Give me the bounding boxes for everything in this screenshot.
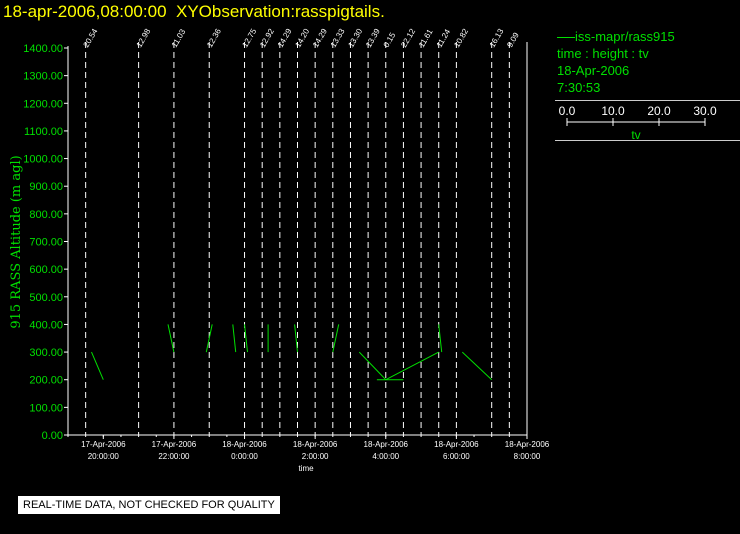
- profile-label: 11.61: [417, 27, 435, 49]
- scale-tick-label: 0.0: [559, 104, 576, 118]
- legend-time: 7:30:53: [557, 80, 601, 95]
- legend-series: iss-mapr/rass915: [557, 28, 740, 45]
- profile-label: 12.36: [205, 27, 223, 49]
- legend-scale: 0.0 10.0 20.0 30.0 tv: [559, 104, 717, 142]
- data-trace: [438, 324, 443, 353]
- legend-divider-top: [555, 100, 740, 101]
- profile-label: 11.03: [170, 27, 188, 49]
- y-tick-label: 400.00: [29, 319, 63, 331]
- data-trace: [461, 351, 493, 381]
- y-tick-label: 1100.00: [24, 126, 63, 138]
- x-tick-date: 18-Apr-2006: [364, 440, 409, 449]
- data-trace: [232, 324, 237, 353]
- profile-label: 9.09: [505, 31, 521, 49]
- data-trace: [358, 351, 387, 381]
- legend-date: 18-Apr-2006: [557, 63, 630, 78]
- title-text: XYObservation:rasspigtails.: [175, 2, 385, 21]
- data-trace: [294, 324, 298, 353]
- y-tick-label: 100.00: [29, 402, 63, 414]
- y-axis-label: 915 RASS Altitude (m agl): [9, 155, 24, 328]
- y-tick-label: 0.00: [42, 430, 63, 442]
- scale-tick-label: 20.0: [647, 104, 671, 118]
- scale-tick-label: 10.0: [601, 104, 625, 118]
- legend-divider-bottom: [555, 140, 740, 141]
- profile-label: 14.29: [276, 27, 294, 49]
- y-tick-label: 900.00: [29, 181, 63, 193]
- x-tick-date: 17-Apr-2006: [81, 440, 126, 449]
- x-tick-date: 17-Apr-2006: [152, 440, 197, 449]
- data-trace: [332, 324, 340, 353]
- profile-label: 10.82: [452, 27, 470, 49]
- x-tick-date: 18-Apr-2006: [434, 440, 479, 449]
- quality-note: REAL-TIME DATA, NOT CHECKED FOR QUALITY: [18, 496, 280, 514]
- y-tick-label: 500.00: [29, 292, 63, 304]
- legend-desc: time : height : tv: [557, 46, 649, 61]
- y-tick-label: 700.00: [29, 237, 63, 249]
- legend-series-name: iss-mapr/rass915: [575, 29, 675, 44]
- y-tick-label: 1400.00: [23, 43, 63, 55]
- data-trace: [167, 324, 175, 353]
- x-tick-time: 2:00:00: [302, 452, 329, 461]
- data-trace: [244, 324, 248, 353]
- x-tick-time: 8:00:00: [514, 452, 541, 461]
- profile-label: 20.54: [82, 27, 100, 49]
- profile-label: 16.13: [488, 27, 506, 49]
- y-tick-label: 1200.00: [23, 98, 63, 110]
- x-axis-label: time: [298, 464, 314, 473]
- x-tick-time: 4:00:00: [372, 452, 399, 461]
- profile-label: 11.24: [435, 27, 453, 49]
- profile-label: 12.92: [258, 27, 276, 49]
- chart-title: 18-apr-2006,08:00:00 XYObservation:rassp…: [3, 2, 385, 22]
- x-tick-date: 18-Apr-2006: [293, 440, 338, 449]
- y-tick-label: 1300.00: [23, 71, 63, 83]
- profile-label: 14.20: [293, 27, 311, 49]
- profile-label: 0.15: [382, 31, 398, 49]
- data-trace: [385, 351, 439, 381]
- x-tick-date: 18-Apr-2006: [505, 440, 550, 449]
- x-tick-date: 18-Apr-2006: [222, 440, 267, 449]
- profile-label: 22.12: [399, 27, 417, 49]
- profile-label: 13.30: [346, 27, 364, 49]
- profile-label: 12.98: [135, 27, 153, 49]
- legend: iss-mapr/rass915 time : height : tv 18-A…: [557, 28, 740, 96]
- scale-tick-label: 30.0: [693, 104, 717, 118]
- y-tick-label: 600.00: [29, 264, 63, 276]
- y-tick-label: 300.00: [29, 347, 63, 359]
- x-tick-time: 20:00:00: [88, 452, 120, 461]
- profile-label: 13.33: [329, 27, 347, 49]
- x-tick-time: 6:00:00: [443, 452, 470, 461]
- data-trace: [205, 324, 213, 353]
- profile-label: 12.75: [240, 27, 258, 49]
- scale-label: tv: [631, 128, 640, 142]
- y-tick-label: 200.00: [29, 375, 63, 387]
- title-datetime: 18-apr-2006,08:00:00: [3, 2, 167, 21]
- profile-label: 13.39: [364, 27, 382, 49]
- profile-label: 14.29: [311, 27, 329, 49]
- y-tick-label: 800.00: [29, 209, 63, 221]
- data-trace: [91, 351, 104, 380]
- x-tick-time: 22:00:00: [158, 452, 190, 461]
- y-tick-label: 1000.00: [23, 154, 63, 166]
- x-tick-time: 0:00:00: [231, 452, 258, 461]
